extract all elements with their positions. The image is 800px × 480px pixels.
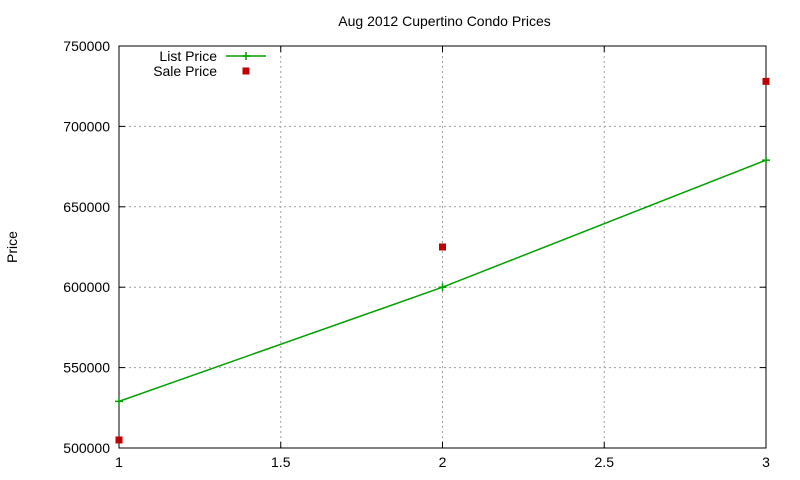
legend-marker-sale-price: [242, 67, 250, 75]
y-tick-label: 600000: [63, 279, 110, 295]
sale-price-point: [439, 243, 446, 251]
legend-label-list-price: List Price: [159, 48, 217, 64]
chart-title: Aug 2012 Cupertino Condo Prices: [338, 13, 550, 29]
y-tick-label: 750000: [63, 38, 110, 54]
legend-label-sale-price: Sale Price: [153, 63, 217, 79]
x-tick-label: 2.5: [595, 454, 615, 470]
y-tick-label: 500000: [63, 440, 110, 456]
series-layer: [115, 77, 770, 444]
list-price-point: [762, 156, 770, 165]
list-price-point: [115, 397, 123, 406]
y-tick-label: 700000: [63, 118, 110, 134]
x-tick-label: 2: [439, 454, 447, 470]
x-tick-label: 3: [762, 454, 770, 470]
y-tick-label: 550000: [63, 360, 110, 376]
y-axis-label: Price: [4, 231, 20, 263]
y-tick-label: 650000: [63, 199, 110, 215]
legend-marker-list-price: [242, 52, 250, 60]
sale-price-point: [115, 436, 123, 444]
x-tick-label: 1: [115, 454, 123, 470]
sale-price-point: [762, 77, 770, 85]
list-price-point: [438, 283, 447, 292]
x-tick-label: 1.5: [271, 454, 291, 470]
axis-ticks: 500000 550000 600000 650000 700000 750000 1 1.5…: [63, 38, 770, 470]
